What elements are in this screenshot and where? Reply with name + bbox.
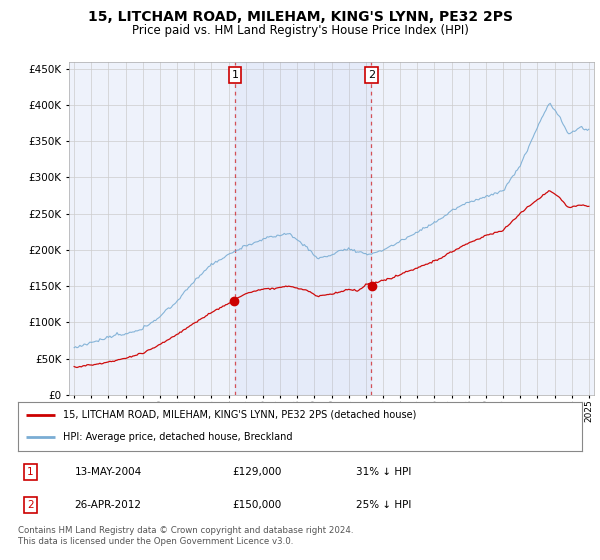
Text: 26-APR-2012: 26-APR-2012: [74, 500, 142, 510]
Text: Price paid vs. HM Land Registry's House Price Index (HPI): Price paid vs. HM Land Registry's House …: [131, 24, 469, 37]
Text: HPI: Average price, detached house, Breckland: HPI: Average price, detached house, Brec…: [63, 432, 293, 442]
Text: 15, LITCHAM ROAD, MILEHAM, KING'S LYNN, PE32 2PS (detached house): 15, LITCHAM ROAD, MILEHAM, KING'S LYNN, …: [63, 410, 416, 420]
Text: 1: 1: [27, 466, 34, 477]
Text: 25% ↓ HPI: 25% ↓ HPI: [356, 500, 412, 510]
Text: 2: 2: [368, 70, 375, 80]
Text: 15, LITCHAM ROAD, MILEHAM, KING'S LYNN, PE32 2PS: 15, LITCHAM ROAD, MILEHAM, KING'S LYNN, …: [88, 10, 512, 24]
Bar: [235, 62, 371, 395]
Text: £129,000: £129,000: [232, 466, 281, 477]
Text: 1: 1: [232, 70, 238, 80]
Text: 2: 2: [27, 500, 34, 510]
Text: 13-MAY-2004: 13-MAY-2004: [74, 466, 142, 477]
Text: Contains HM Land Registry data © Crown copyright and database right 2024.
This d: Contains HM Land Registry data © Crown c…: [18, 526, 353, 546]
Text: 31% ↓ HPI: 31% ↓ HPI: [356, 466, 412, 477]
Text: £150,000: £150,000: [232, 500, 281, 510]
